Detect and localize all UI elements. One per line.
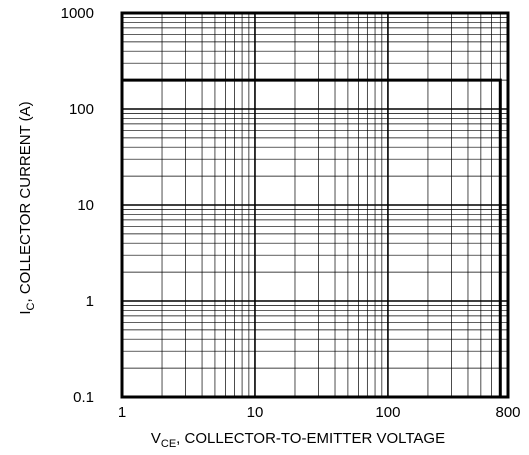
y-tick-label: 1: [86, 293, 94, 310]
grid-lines: [121, 12, 509, 398]
y-tick-label: 100: [69, 101, 94, 118]
x-tick-label: 1: [118, 404, 126, 421]
x-axis-label: VCE, COLLECTOR-TO-EMITTER VOLTAGE: [151, 430, 445, 450]
x-tick-labels: 1 10 100 800: [118, 404, 521, 421]
soa-boundary-line: [122, 78, 502, 397]
y-axis-label: IC, COLLECTOR CURRENT (A): [17, 101, 37, 314]
y-tick-label: 10: [77, 197, 94, 214]
x-tick-label: 100: [375, 404, 400, 421]
x-tick-label: 10: [247, 404, 264, 421]
y-tick-label: 1000: [61, 5, 94, 22]
plot-frame: [120, 11, 510, 399]
y-tick-label: 0.1: [73, 389, 94, 406]
x-tick-label: 800: [495, 404, 520, 421]
series-group: [122, 78, 502, 397]
y-tick-labels: 0.1 1 10 100 1000: [61, 5, 94, 406]
